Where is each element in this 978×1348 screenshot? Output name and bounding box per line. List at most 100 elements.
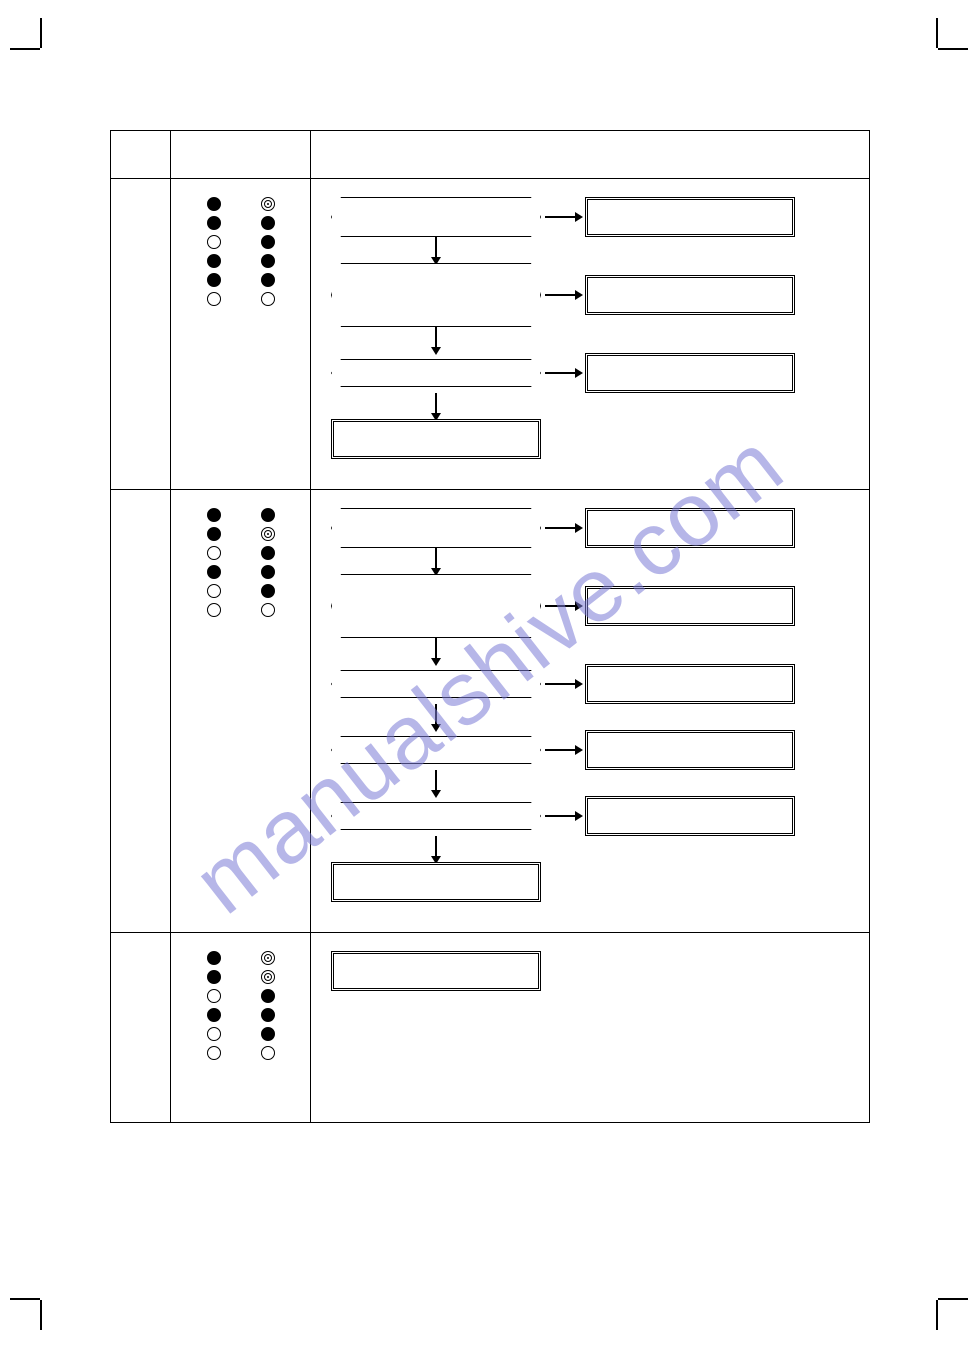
flow-step bbox=[331, 664, 849, 704]
index-cell bbox=[111, 490, 171, 933]
index-cell bbox=[111, 179, 171, 490]
arrow-down-icon bbox=[435, 704, 437, 730]
flow-step bbox=[331, 508, 849, 548]
arrow-right-icon bbox=[545, 683, 581, 685]
header-cell bbox=[171, 131, 311, 179]
terminal-node bbox=[331, 862, 541, 902]
arrow-right-icon bbox=[545, 815, 581, 817]
dot-filled-icon bbox=[207, 273, 221, 287]
dot-target-icon bbox=[261, 951, 275, 965]
arrow-right-icon bbox=[545, 294, 581, 296]
dot-target-icon bbox=[261, 197, 275, 211]
arrow-down-icon bbox=[435, 548, 437, 574]
table-row bbox=[111, 179, 870, 490]
arrow-down-icon bbox=[435, 836, 437, 862]
crop-mark bbox=[40, 18, 42, 48]
terminal-node bbox=[585, 275, 795, 315]
indicator-cell bbox=[171, 179, 311, 490]
dot-open-icon bbox=[261, 1046, 275, 1060]
flowchart-cell bbox=[311, 179, 870, 490]
indicator-column-right bbox=[261, 951, 275, 1060]
flow-step bbox=[331, 796, 849, 836]
arrow-down-icon bbox=[435, 237, 437, 263]
dot-target-icon bbox=[261, 527, 275, 541]
arrow-down-icon bbox=[435, 770, 437, 796]
flow-step bbox=[331, 353, 849, 393]
flow-step bbox=[331, 730, 849, 770]
dot-open-icon bbox=[261, 603, 275, 617]
indicator-column-left bbox=[207, 508, 221, 617]
decision-node bbox=[331, 197, 541, 237]
crop-mark bbox=[10, 48, 40, 50]
main-table bbox=[110, 130, 870, 1123]
terminal-node bbox=[585, 730, 795, 770]
indicator-column-left bbox=[207, 951, 221, 1060]
arrow-right-icon bbox=[545, 372, 581, 374]
crop-mark bbox=[938, 1298, 968, 1300]
decision-node bbox=[331, 802, 541, 830]
dot-filled-icon bbox=[261, 565, 275, 579]
flowchart bbox=[311, 179, 869, 489]
terminal-node bbox=[585, 796, 795, 836]
decision-node bbox=[331, 736, 541, 764]
dot-filled-icon bbox=[207, 1008, 221, 1022]
header-cell bbox=[311, 131, 870, 179]
terminal-node bbox=[585, 353, 795, 393]
flow-step bbox=[331, 197, 849, 237]
flow-step bbox=[331, 263, 849, 327]
dot-filled-icon bbox=[261, 584, 275, 598]
flowchart bbox=[311, 490, 869, 932]
dot-filled-icon bbox=[261, 1008, 275, 1022]
dot-open-icon bbox=[207, 1027, 221, 1041]
decision-node bbox=[331, 574, 541, 638]
flowchart-cell bbox=[311, 490, 870, 933]
indicator-dots bbox=[171, 179, 310, 306]
decision-node bbox=[331, 670, 541, 698]
terminal-node bbox=[585, 664, 795, 704]
dot-filled-icon bbox=[261, 508, 275, 522]
dot-open-icon bbox=[207, 546, 221, 560]
indicator-column-right bbox=[261, 197, 275, 306]
dot-filled-icon bbox=[207, 527, 221, 541]
table-row bbox=[111, 490, 870, 933]
dot-open-icon bbox=[207, 584, 221, 598]
crop-mark bbox=[936, 1300, 938, 1330]
terminal-node bbox=[585, 508, 795, 548]
arrow-right-icon bbox=[545, 749, 581, 751]
decision-node bbox=[331, 263, 541, 327]
dot-filled-icon bbox=[207, 508, 221, 522]
arrow-right-icon bbox=[545, 527, 581, 529]
terminal-node bbox=[331, 419, 541, 459]
arrow-down-icon bbox=[435, 393, 437, 419]
dot-filled-icon bbox=[207, 254, 221, 268]
terminal-node bbox=[331, 951, 541, 991]
dot-target-icon bbox=[261, 970, 275, 984]
dot-filled-icon bbox=[261, 254, 275, 268]
dot-filled-icon bbox=[207, 197, 221, 211]
table-row bbox=[111, 933, 870, 1123]
indicator-dots bbox=[171, 933, 310, 1060]
dot-open-icon bbox=[207, 603, 221, 617]
dot-filled-icon bbox=[261, 989, 275, 1003]
terminal-node bbox=[585, 197, 795, 237]
crop-mark bbox=[40, 1300, 42, 1330]
terminal-node bbox=[585, 586, 795, 626]
dot-filled-icon bbox=[261, 216, 275, 230]
arrow-down-icon bbox=[435, 638, 437, 664]
dot-open-icon bbox=[207, 1046, 221, 1060]
page: manualshive.com bbox=[0, 0, 978, 1348]
decision-node bbox=[331, 359, 541, 387]
header-cell bbox=[111, 131, 171, 179]
indicator-dots bbox=[171, 490, 310, 617]
dot-filled-icon bbox=[261, 546, 275, 560]
indicator-column-right bbox=[261, 508, 275, 617]
index-cell bbox=[111, 933, 171, 1123]
indicator-cell bbox=[171, 490, 311, 933]
flowchart-cell bbox=[311, 933, 870, 1123]
decision-node bbox=[331, 508, 541, 548]
indicator-cell bbox=[171, 933, 311, 1123]
arrow-right-icon bbox=[545, 605, 581, 607]
dot-filled-icon bbox=[261, 1027, 275, 1041]
crop-mark bbox=[10, 1298, 40, 1300]
crop-mark bbox=[938, 48, 968, 50]
